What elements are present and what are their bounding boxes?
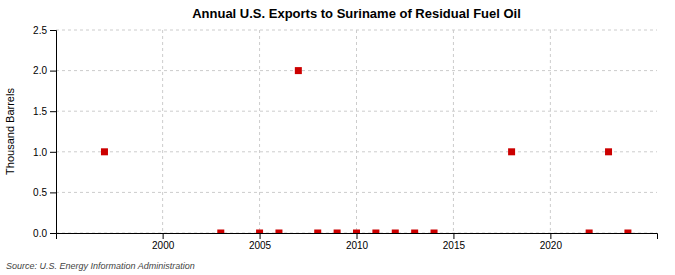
grid (56, 30, 657, 233)
tick-mark (260, 233, 261, 239)
tick-mark (163, 233, 164, 239)
tick-label: 2.5 (33, 25, 47, 36)
grid-line (56, 192, 657, 193)
grid-line (453, 30, 454, 233)
tick: 2010 (346, 233, 369, 251)
point (353, 230, 360, 234)
point (295, 67, 302, 74)
tick-mark (453, 233, 454, 239)
point (508, 148, 515, 155)
grid-line (56, 70, 657, 71)
tick: 2.5 (33, 25, 56, 36)
point (605, 148, 612, 155)
tick-mark (550, 233, 551, 239)
tick: 2005 (249, 233, 272, 251)
point (314, 230, 321, 234)
title: Annual U.S. Exports to Suriname of Resid… (192, 6, 521, 21)
tick-label: 0.0 (33, 228, 47, 239)
axis-line (50, 31, 57, 234)
tick-mark (50, 233, 56, 234)
grid-line (56, 151, 657, 152)
x-axis: 2000 2005 2010 2015 2020 (57, 233, 658, 251)
tick-label: 2005 (249, 240, 272, 251)
tick-mark (50, 152, 56, 153)
annotation: Source: U.S. Energy Information Administ… (6, 261, 195, 271)
grid-line (259, 30, 260, 233)
tick: 1.5 (33, 106, 56, 117)
tick-mark (50, 111, 56, 112)
grid-line (550, 30, 551, 233)
tick: 2000 (152, 233, 175, 251)
point (334, 230, 341, 234)
tick-mark (50, 71, 56, 72)
tick: 1.0 (33, 147, 56, 158)
grid-line (356, 30, 357, 233)
tick: 2.0 (33, 65, 56, 76)
points (101, 67, 631, 233)
tick-label: 1.0 (33, 147, 47, 158)
tick-label: 2020 (540, 240, 563, 251)
tick: 0.0 (33, 228, 56, 239)
axis-line (57, 234, 658, 240)
tick-label: 0.5 (33, 187, 47, 198)
y-axis: 0.0 0.5 1.0 1.5 2.0 2.5 (33, 25, 56, 239)
tick-label: 2.0 (33, 65, 47, 76)
grid-line (56, 30, 657, 31)
point (431, 230, 438, 234)
tick: 0.5 (33, 187, 56, 198)
tick: 2020 (540, 233, 563, 251)
plot-area: 2000 2005 2010 2015 2020 0.0 0.5 1.0 1.5 2.0 2.5 (33, 25, 657, 251)
tick-label: 2000 (152, 240, 175, 251)
point (372, 230, 379, 234)
tick-mark (50, 192, 56, 193)
chart: 2000 2005 2010 2015 2020 0.0 0.5 1.0 1.5 2.0 2.5 An… (0, 0, 675, 275)
point (586, 230, 593, 234)
grid-line (162, 30, 163, 233)
tick-label: 1.5 (33, 106, 47, 117)
tick: 2015 (443, 233, 466, 251)
point (392, 230, 399, 234)
y-axis-label: Thousand Barrels (4, 88, 16, 175)
point (275, 230, 282, 234)
tick-label: 2015 (443, 240, 466, 251)
point (411, 230, 418, 234)
tick-mark (50, 30, 56, 31)
point (256, 230, 263, 234)
tick-mark (357, 233, 358, 239)
point (624, 230, 631, 234)
point (217, 230, 224, 234)
tick-label: 2010 (346, 240, 369, 251)
grid-line (56, 111, 657, 112)
point (101, 148, 108, 155)
